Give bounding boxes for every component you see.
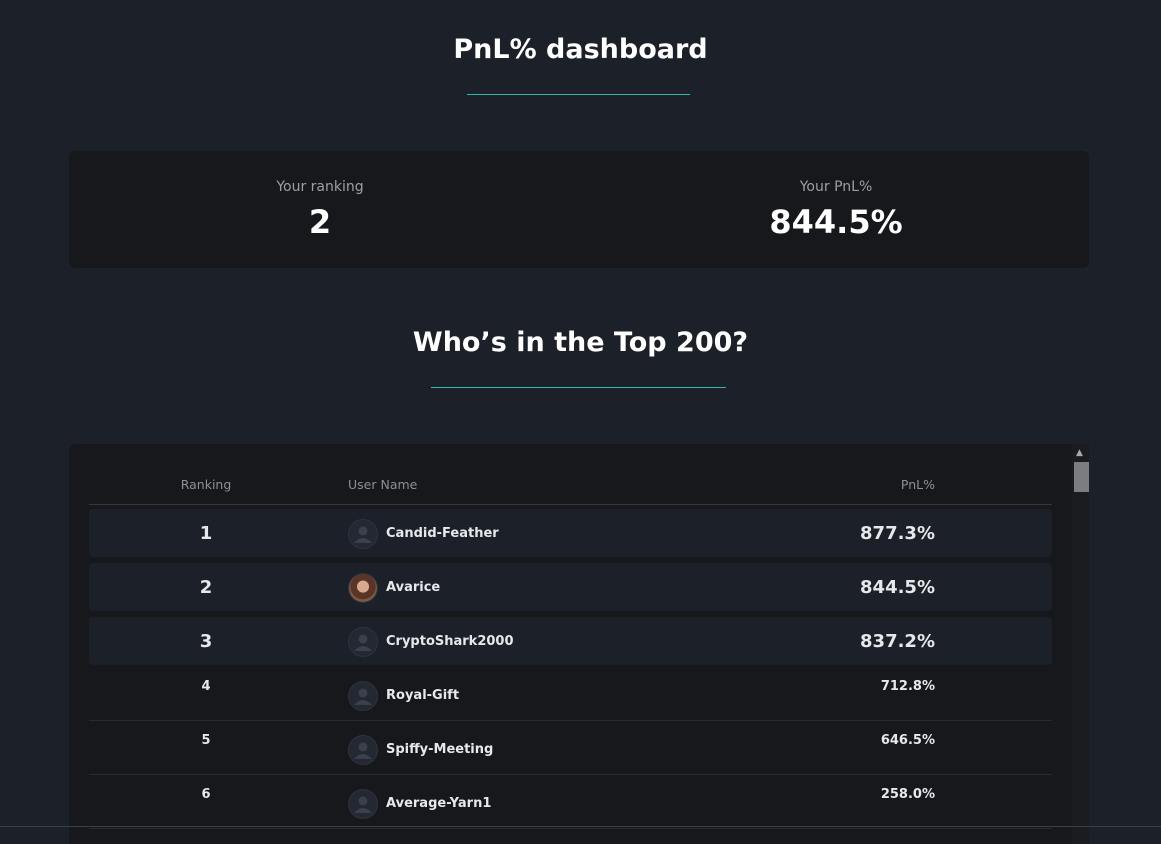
scrollbar[interactable]: ▲ — [1072, 444, 1089, 844]
pnl-cell: 877.3% — [860, 523, 935, 544]
rank-cell: 1 — [199, 523, 213, 544]
avatar — [348, 735, 378, 765]
row-divider — [89, 828, 1052, 829]
user-name: Royal-Gift — [386, 688, 460, 703]
highlight-row — [89, 509, 1052, 557]
avatar — [348, 519, 378, 549]
summary-card: Your ranking 2 Your PnL% 844.5% — [69, 151, 1089, 268]
highlight-row — [89, 563, 1052, 611]
ranking-value: 2 — [308, 203, 332, 241]
pnl-value: 844.5% — [769, 203, 903, 241]
rank-cell: 2 — [199, 577, 213, 598]
pnl-cell: 258.0% — [880, 787, 935, 802]
pnl-cell: 837.2% — [860, 631, 935, 652]
row-divider — [89, 720, 1052, 721]
column-header: PnL% — [900, 477, 935, 492]
rank-cell: 4 — [201, 679, 211, 694]
pnl-cell: 712.8% — [880, 679, 935, 694]
avatar — [348, 789, 378, 819]
rank-cell: 5 — [201, 733, 211, 748]
bottom-border — [0, 826, 1161, 827]
section-underline — [431, 387, 726, 388]
user-name: Avarice — [386, 580, 441, 595]
avatar — [348, 627, 378, 657]
user-name: CryptoShark2000 — [386, 634, 514, 649]
user-name: Spiffy-Meeting — [386, 742, 494, 757]
ranking-label: Your ranking — [276, 179, 364, 195]
page-title: PnL% dashboard — [453, 34, 708, 65]
user-name: Average-Yarn1 — [386, 796, 492, 811]
column-header: User Name — [348, 477, 418, 492]
scroll-up[interactable]: ▲ — [1076, 448, 1083, 458]
rank-cell: 6 — [201, 787, 211, 802]
header-divider — [89, 504, 1052, 505]
leaderboard-table: ▲ Ranking User Name PnL% 1 Candid-Feather… — [69, 444, 1089, 844]
avatar — [348, 681, 378, 711]
title-underline — [467, 94, 690, 95]
section-title: Who’s in the Top 200? — [412, 327, 749, 358]
highlight-row — [89, 617, 1052, 665]
pnl-cell: 646.5% — [880, 733, 935, 748]
avatar — [348, 573, 378, 603]
pnl-cell: 844.5% — [860, 577, 935, 598]
column-header: Ranking — [180, 477, 232, 492]
user-name: Candid-Feather — [386, 526, 499, 541]
rank-cell: 3 — [199, 631, 213, 652]
row-divider — [89, 774, 1052, 775]
pnl-label: Your PnL% — [799, 179, 873, 195]
scroll-thumb[interactable] — [1074, 462, 1089, 492]
